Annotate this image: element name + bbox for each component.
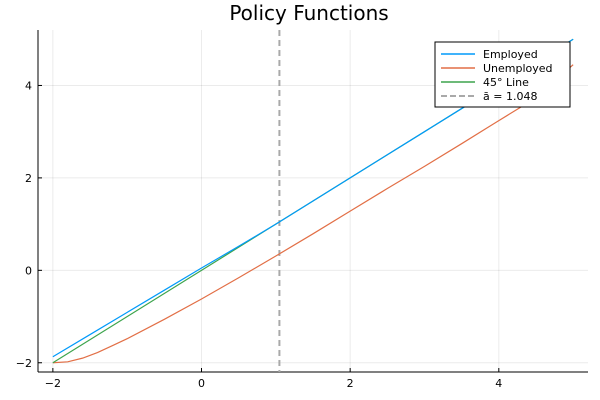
- legend-label: Unemployed: [483, 62, 553, 75]
- ticks-layer: −2 0 2 4 −2 0 2 4: [16, 79, 503, 390]
- y-tick-label: 0: [25, 264, 32, 277]
- y-tick-label: −2: [16, 357, 32, 370]
- y-tick-label: 2: [25, 172, 32, 185]
- series-line-unemployed: [52, 64, 574, 364]
- x-tick-label: 0: [198, 377, 205, 390]
- x-tick-label: 2: [347, 377, 354, 390]
- legend-label: ā = 1.048: [483, 90, 537, 103]
- chart-title: Policy Functions: [229, 1, 388, 25]
- y-tick-label: 4: [25, 79, 32, 92]
- axes-layer: [37, 30, 588, 373]
- x-tick-label: 4: [495, 377, 502, 390]
- legend-label: 45° Line: [483, 76, 529, 89]
- legend-label: Employed: [483, 48, 538, 61]
- legend-box: [434, 41, 571, 108]
- x-tick-label: −2: [45, 377, 61, 390]
